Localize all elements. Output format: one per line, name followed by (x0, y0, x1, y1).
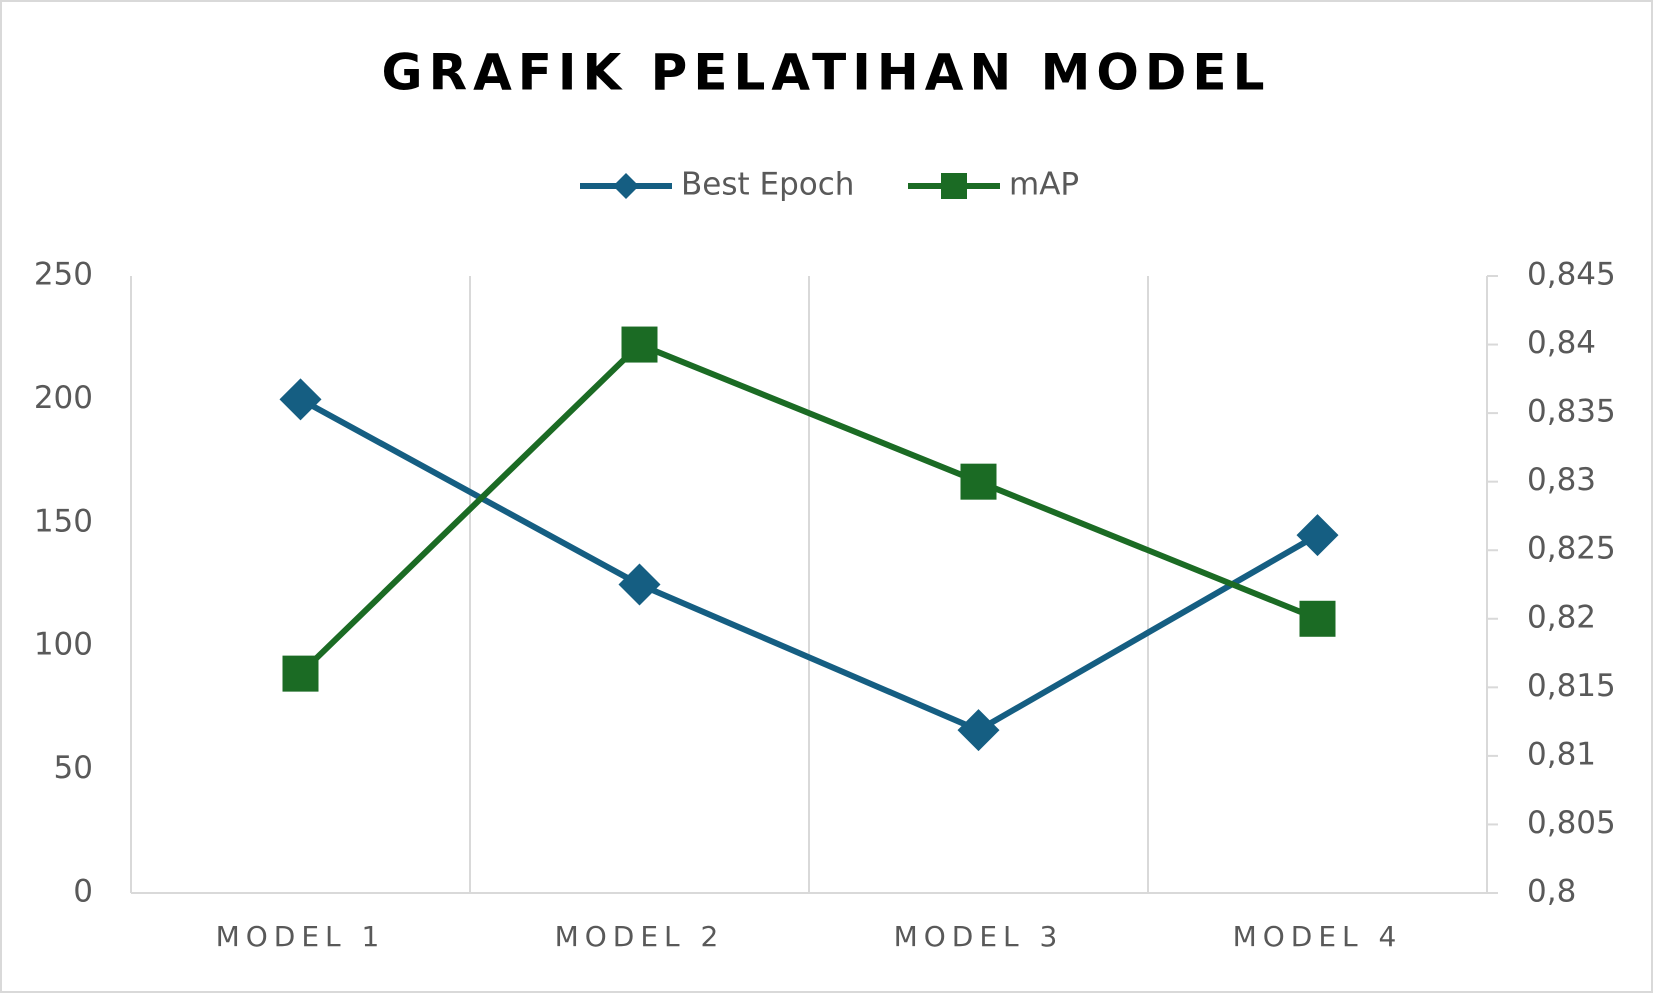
data-point (960, 463, 997, 500)
legend-marker (613, 173, 639, 199)
y2-tick-label: 0,8 (1527, 874, 1576, 910)
x-tick-label: MODEL 3 (894, 920, 1064, 953)
y-tick-label: 200 (34, 380, 93, 416)
y-tick-label: 100 (34, 627, 93, 663)
data-point (618, 563, 661, 606)
y2-tick-label: 0,845 (1527, 257, 1616, 293)
data-point (1296, 514, 1339, 557)
series-line (298, 341, 1319, 676)
y2-tick-label: 0,82 (1527, 599, 1596, 635)
y2-tick-label: 0,83 (1527, 462, 1596, 498)
data-point (279, 378, 322, 421)
y2-tick-label: 0,825 (1527, 531, 1616, 567)
y-tick-label: 150 (34, 503, 93, 539)
y-tick-label: 250 (34, 257, 93, 293)
legend-marker (941, 173, 967, 199)
y2-tick-label: 0,805 (1527, 805, 1616, 841)
series-line (299, 396, 1319, 734)
data-point (621, 326, 658, 363)
data-point (957, 709, 1000, 752)
legend-label: Best Epoch (681, 167, 854, 203)
y2-tick-label: 0,84 (1527, 325, 1596, 361)
data-point (1299, 600, 1336, 637)
y2-tick-label: 0,815 (1527, 668, 1616, 704)
y2-tick-label: 0,81 (1527, 736, 1596, 772)
y-tick-label: 0 (73, 874, 93, 910)
x-tick-label: MODEL 2 (555, 920, 725, 953)
x-tick-label: MODEL 4 (1233, 920, 1403, 953)
y2-tick-label: 0,835 (1527, 394, 1616, 430)
x-tick-label: MODEL 1 (216, 920, 386, 953)
chart-title: GRAFIK PELATIHAN MODEL (382, 44, 1271, 102)
data-point (282, 655, 319, 692)
legend-label: mAP (1009, 167, 1079, 203)
y-tick-label: 50 (54, 750, 93, 786)
